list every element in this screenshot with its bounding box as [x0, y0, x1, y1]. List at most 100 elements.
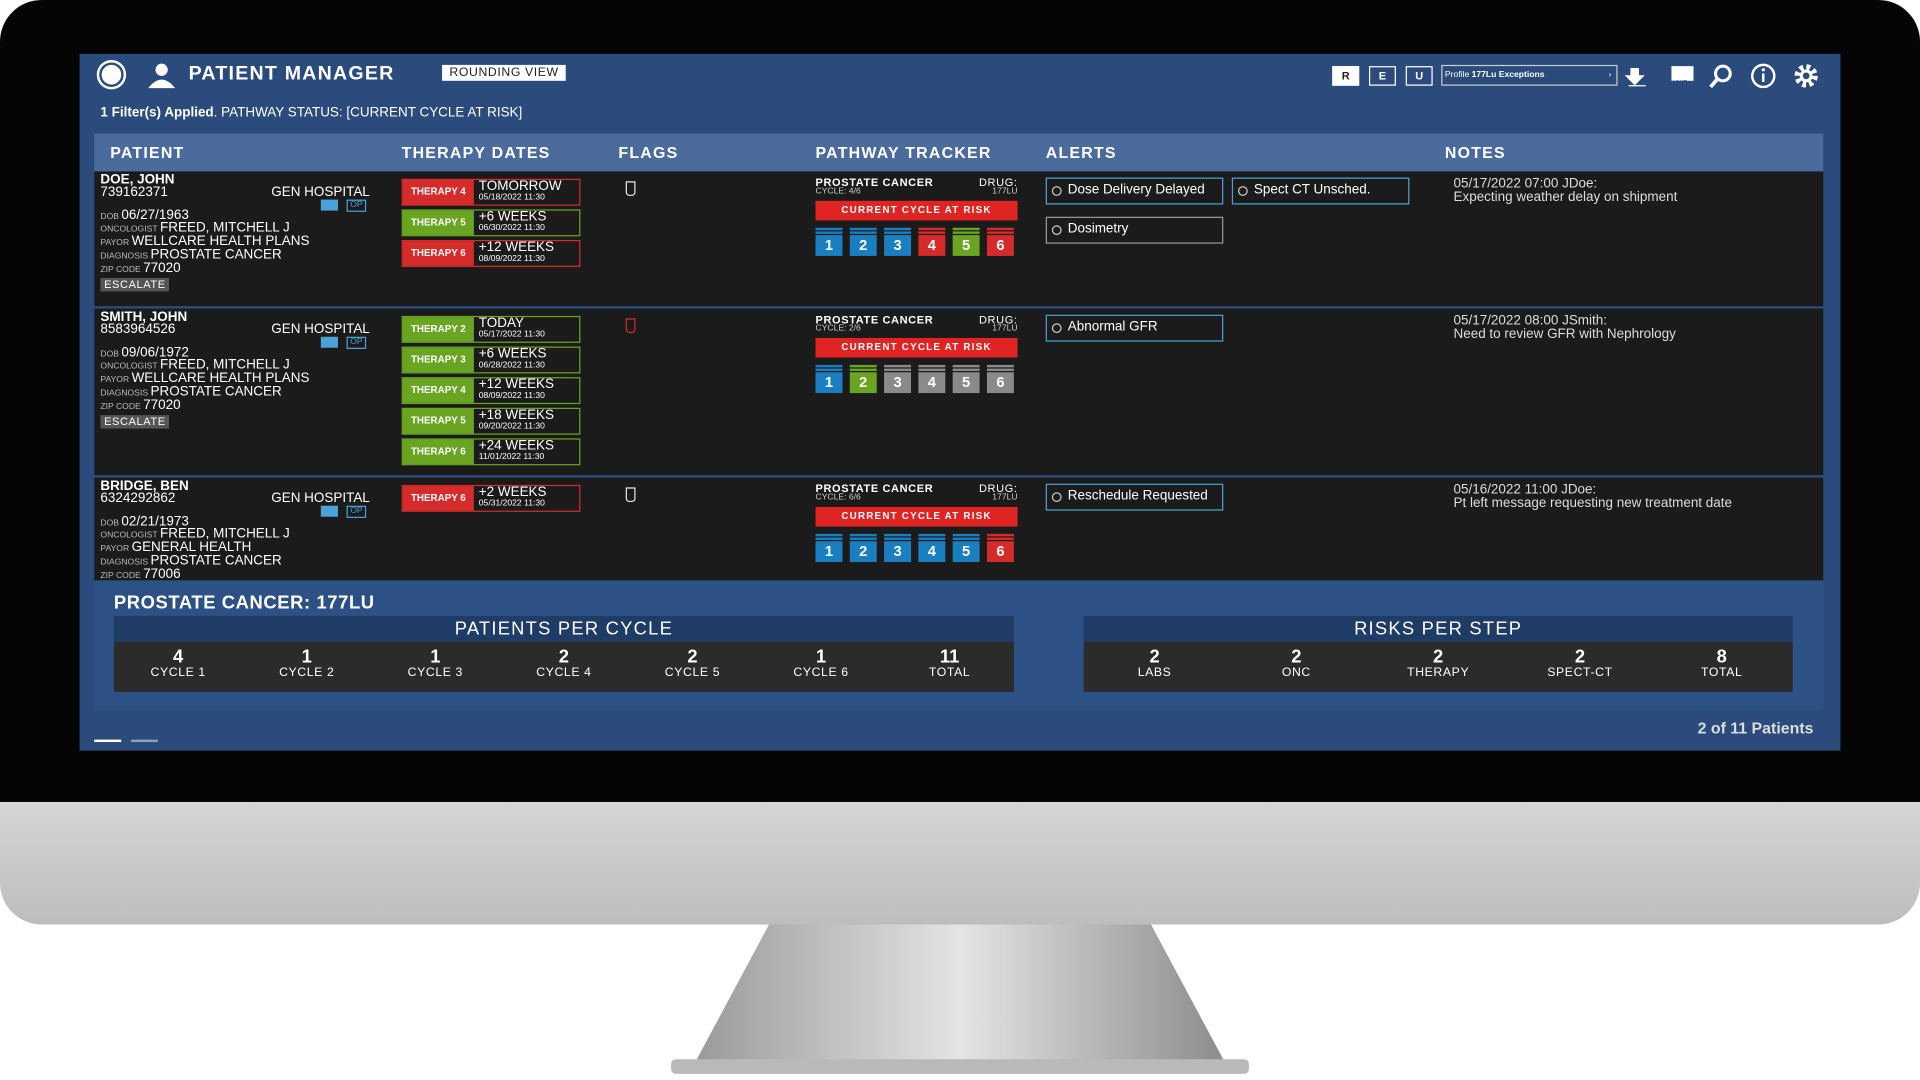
- pathway-step[interactable]: 6: [986, 364, 1014, 394]
- therapy-when-box: +6 WEEKS 06/30/2022 11:30: [474, 210, 547, 235]
- profile-value: 177Lu Exceptions: [1471, 71, 1545, 80]
- download-icon[interactable]: [1624, 67, 1646, 87]
- patient-icon: [320, 199, 338, 211]
- step-label: 6: [986, 541, 1014, 563]
- info-label: DOB: [100, 349, 119, 359]
- info-label: ZIP CODE: [100, 571, 141, 581]
- unit-icon[interactable]: [1671, 66, 1694, 81]
- alert[interactable]: Dose Delivery Delayed: [1045, 177, 1224, 205]
- patient-id-line: 739162371 GEN HOSPITAL: [100, 184, 369, 200]
- therapy-time: 11/01/2022 11:30: [478, 453, 545, 462]
- pathway-line: PROSTATE CANCER DRUG:: [816, 176, 1018, 189]
- patient-id: 739162371: [100, 184, 168, 200]
- therapy-date[interactable]: THERAPY 3 +6 WEEKS 06/28/2022 11:30: [401, 346, 581, 374]
- settings-icon[interactable]: [1794, 64, 1818, 88]
- therapy-label: THERAPY 2: [402, 317, 474, 342]
- pathway-step[interactable]: 3: [884, 364, 912, 394]
- therapy-when-box: TODAY 05/17/2022 11:30: [474, 317, 545, 341]
- toolbar-icons: [1624, 63, 1818, 89]
- patient-row[interactable]: BRIDGE, BEN 6324292862 GEN HOSPITAL OP DOB 02…: [94, 477, 1824, 581]
- alert[interactable]: Dosimetry: [1045, 216, 1224, 244]
- escalate-button[interactable]: ESCALATE: [100, 414, 170, 429]
- flag-icon[interactable]: [625, 318, 636, 334]
- pathway-step[interactable]: 2: [849, 227, 877, 256]
- pathway-step[interactable]: 2: [849, 364, 877, 394]
- therapy-when-box: +6 WEEKS 06/28/2022 11:30: [474, 347, 547, 372]
- info-line: DIAGNOSIS PROSTATE CANCER: [100, 385, 369, 400]
- info-line: DOB 09/06/1972: [100, 345, 369, 360]
- therapy-date[interactable]: THERAPY 6 +24 WEEKS 11/01/2022 11:30: [401, 438, 581, 466]
- pathway-drug: 177LU: [992, 324, 1018, 334]
- info-label: ZIP CODE: [100, 265, 141, 275]
- summary-value: 2: [1574, 646, 1586, 668]
- info-value: 06/27/1963: [121, 207, 189, 223]
- alert[interactable]: Spect CT Unsched.: [1231, 177, 1410, 205]
- pathway-step[interactable]: 6: [986, 227, 1014, 256]
- page-dot-active[interactable]: [94, 739, 122, 743]
- toggle-button[interactable]: R: [1332, 66, 1360, 86]
- pathway-step[interactable]: 3: [884, 227, 912, 256]
- pathway-step[interactable]: 1: [815, 533, 843, 563]
- patient-row[interactable]: SMITH, JOHN 8583964526 GEN HOSPITAL OP DOB 09…: [94, 308, 1824, 476]
- pathway-step[interactable]: 1: [815, 364, 843, 394]
- search-icon[interactable]: [1713, 64, 1732, 83]
- summary-value: 1: [301, 646, 312, 668]
- alert[interactable]: Abnormal GFR: [1045, 314, 1224, 342]
- badge: OP: [346, 199, 367, 212]
- pathway-step[interactable]: 3: [884, 533, 912, 563]
- therapy-date[interactable]: THERAPY 6 +2 WEEKS 05/31/2022 11:30: [401, 484, 581, 512]
- view-tag[interactable]: ROUNDING VIEW: [442, 64, 567, 81]
- column-header: ALERTS: [1045, 143, 1117, 162]
- patient-name: BRIDGE, BEN: [100, 478, 189, 494]
- app-title: PATIENT MANAGER: [188, 63, 395, 85]
- pathway-step[interactable]: 5: [952, 364, 980, 394]
- info-icon[interactable]: [1751, 63, 1776, 89]
- pathway-step[interactable]: 4: [918, 364, 946, 394]
- summary-item: 2 LABS: [1084, 642, 1226, 692]
- pathway-step[interactable]: 4: [918, 533, 946, 563]
- flag-icon[interactable]: [625, 487, 636, 503]
- info-value: PROSTATE CANCER: [150, 247, 282, 263]
- escalate-button[interactable]: ESCALATE: [100, 277, 170, 291]
- toggle-button[interactable]: U: [1405, 66, 1433, 86]
- therapy-date[interactable]: THERAPY 6 +12 WEEKS 08/09/2022 11:30: [401, 240, 581, 267]
- therapy-date[interactable]: THERAPY 5 +18 WEEKS 09/20/2022 11:30: [401, 407, 581, 435]
- alert-text: Dose Delivery Delayed: [1067, 182, 1205, 198]
- alert[interactable]: Reschedule Requested: [1045, 483, 1224, 511]
- pathway-step[interactable]: 5: [952, 227, 980, 256]
- therapy-date[interactable]: THERAPY 2 TODAY 05/17/2022 11:30: [401, 315, 581, 343]
- alert-radio: [1051, 323, 1062, 334]
- summary-label: CYCLE 5: [664, 666, 721, 680]
- pathway-step[interactable]: 1: [815, 227, 843, 256]
- drug-label: DRUG:: [978, 176, 1018, 189]
- therapy-time: 08/09/2022 11:30: [478, 391, 545, 401]
- stand: [671, 924, 1249, 1074]
- page-dot[interactable]: [131, 739, 158, 743]
- pathway-step[interactable]: 6: [986, 533, 1014, 563]
- step-label: 4: [918, 235, 946, 256]
- info-value: PROSTATE CANCER: [150, 553, 282, 569]
- profile-label: Profile: [1444, 71, 1470, 80]
- therapy-date[interactable]: THERAPY 4 +12 WEEKS 08/09/2022 11:30: [401, 377, 581, 405]
- step-label: 2: [849, 372, 877, 394]
- toggle-button[interactable]: E: [1368, 66, 1396, 86]
- therapy-when-box: TOMORROW 05/18/2022 11:30: [474, 179, 562, 204]
- pathway-step[interactable]: 4: [918, 227, 946, 256]
- info-value: FREED, MITCHELL J: [160, 358, 290, 373]
- therapy-label: THERAPY 3: [402, 347, 474, 373]
- info-label: ONCOLOGIST: [100, 531, 158, 541]
- alerts: Dose Delivery Delayed Spect CT Unsched. Do…: [1045, 177, 1426, 244]
- flag-icon[interactable]: [625, 181, 636, 196]
- summary-items: 4 CYCLE 1 1 CYCLE 2 1 CYCLE 3 2 CYCLE 4 2 CYCLE 5…: [113, 641, 1014, 692]
- patient-row[interactable]: DOE, JOHN 739162371 GEN HOSPITAL OP DOB 06/27…: [94, 171, 1824, 307]
- therapy-date[interactable]: THERAPY 4 TOMORROW 05/18/2022 11:30: [401, 178, 581, 206]
- therapy-date[interactable]: THERAPY 5 +6 WEEKS 06/30/2022 11:30: [401, 209, 581, 237]
- pathway-step[interactable]: 2: [849, 533, 877, 563]
- profile-select[interactable]: Profile 177Lu Exceptions ›: [1441, 64, 1618, 86]
- filter-count: 1 Filter(s) Applied: [100, 105, 214, 121]
- pathway-step[interactable]: 5: [952, 533, 980, 563]
- note-header: 05/17/2022 07:00 JDoe:: [1453, 176, 1598, 192]
